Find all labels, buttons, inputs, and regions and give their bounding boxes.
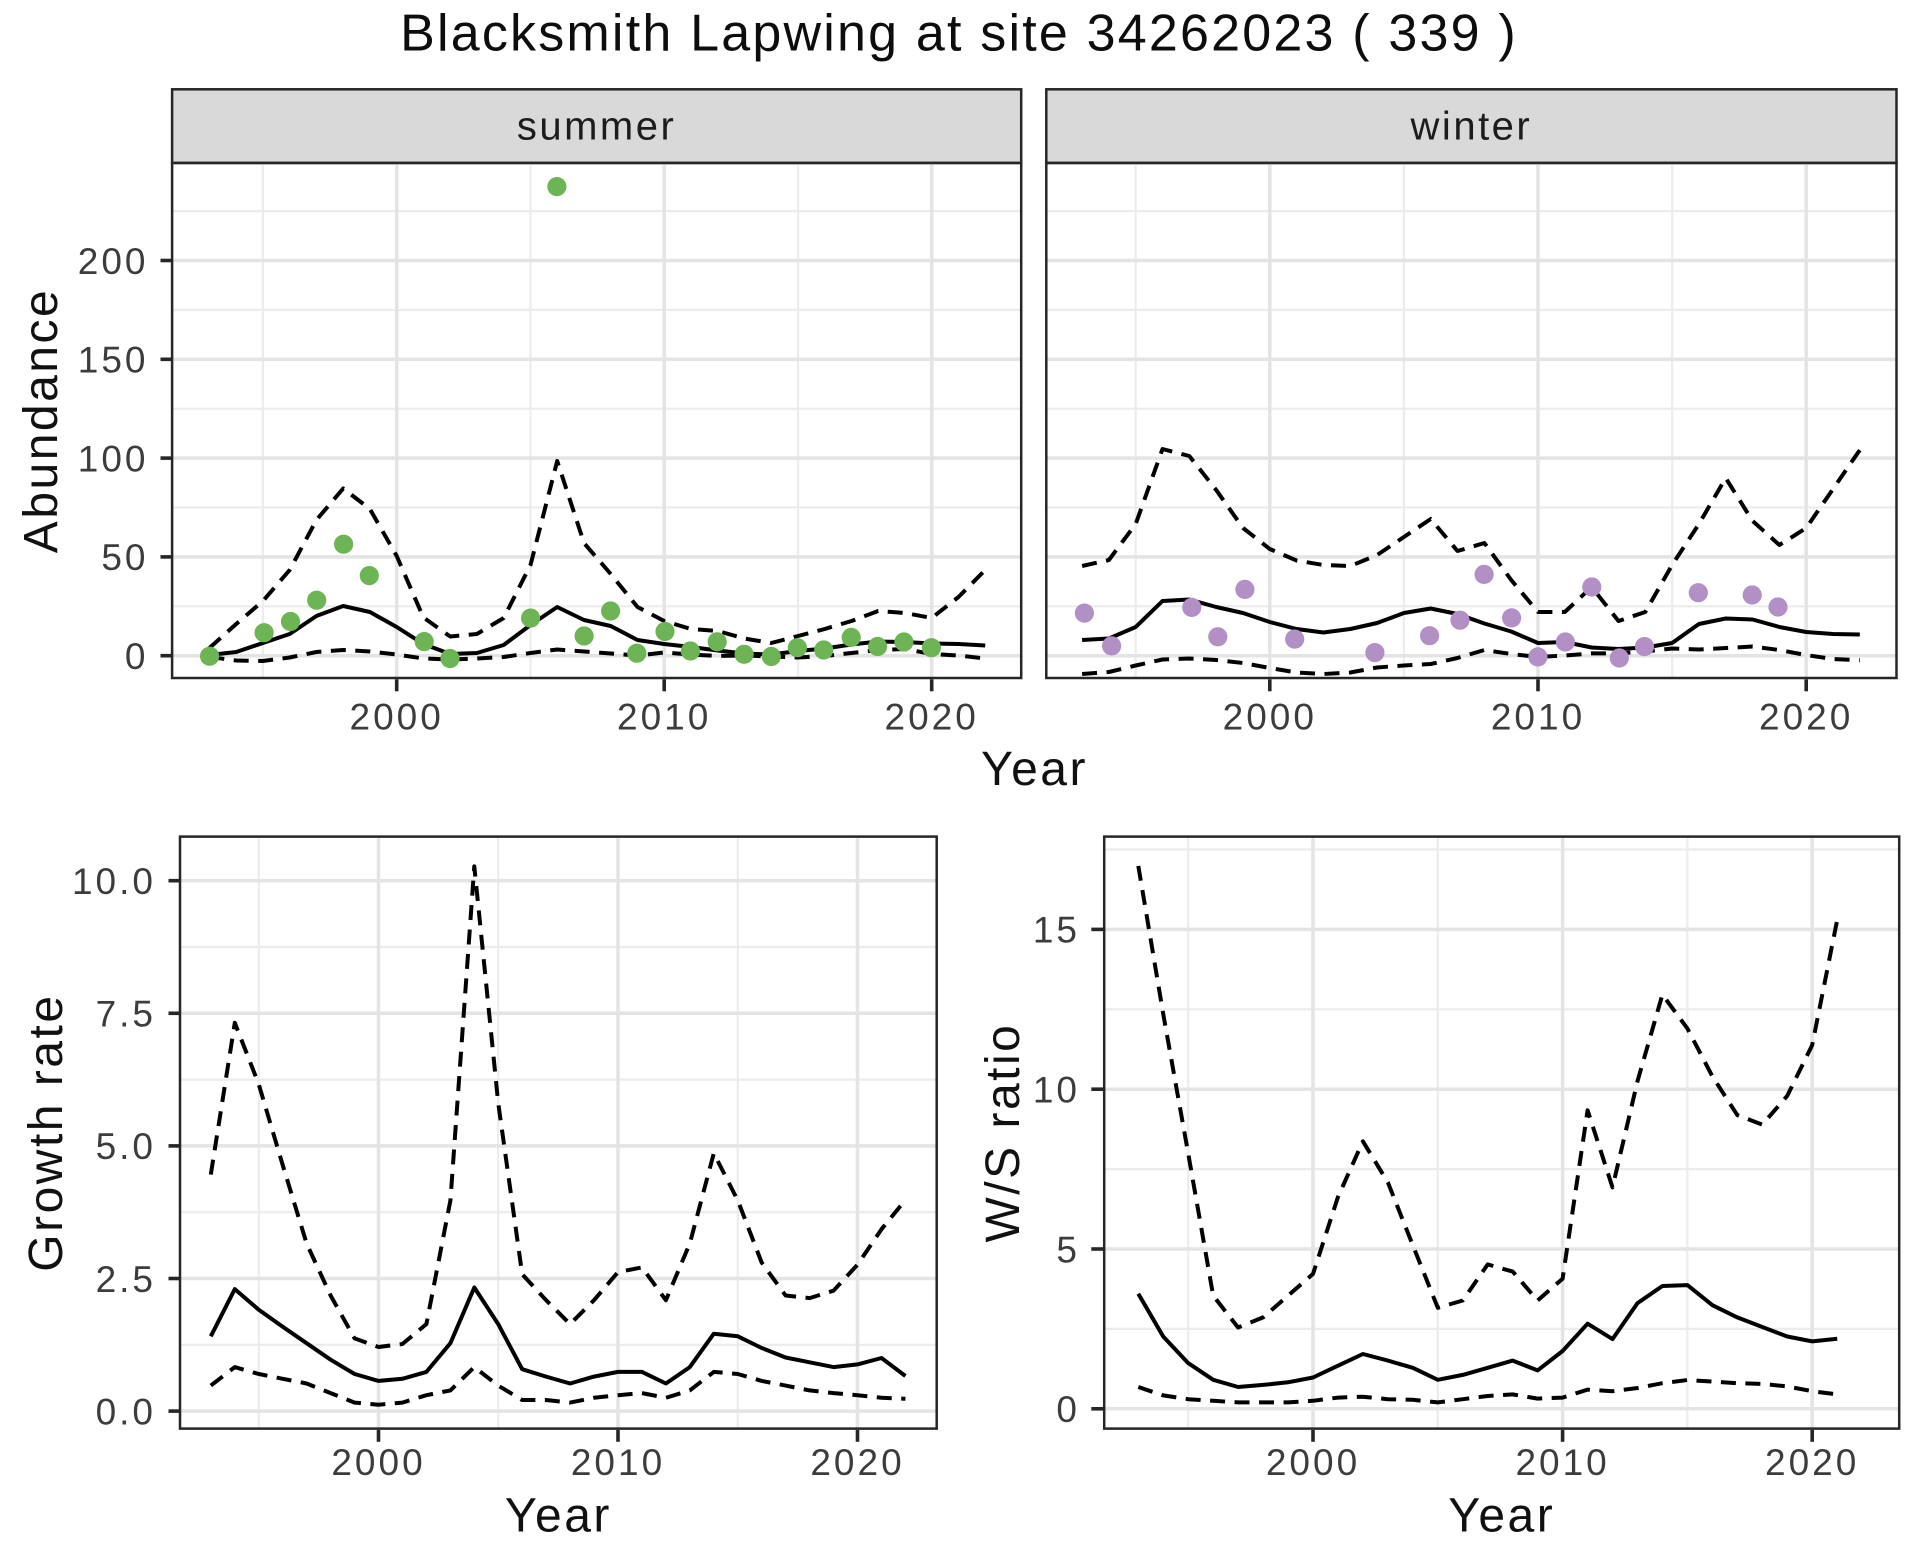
- svg-text:200: 200: [78, 241, 149, 282]
- svg-text:150: 150: [78, 340, 149, 381]
- svg-text:50: 50: [101, 537, 148, 578]
- svg-text:summer: summer: [517, 105, 676, 149]
- svg-text:2010: 2010: [571, 1442, 665, 1483]
- svg-text:2000: 2000: [331, 1442, 425, 1483]
- svg-text:2010: 2010: [617, 697, 711, 738]
- svg-text:0: 0: [1056, 1389, 1080, 1430]
- svg-text:2000: 2000: [1266, 1442, 1360, 1483]
- svg-text:0: 0: [125, 636, 149, 677]
- svg-text:2020: 2020: [810, 1442, 904, 1483]
- svg-text:15: 15: [1033, 910, 1080, 951]
- svg-text:10.0: 10.0: [72, 861, 156, 902]
- svg-text:2020: 2020: [1765, 1442, 1859, 1483]
- svg-text:2020: 2020: [1759, 697, 1853, 738]
- svg-text:2010: 2010: [1515, 1442, 1609, 1483]
- svg-text:5: 5: [1056, 1229, 1080, 1270]
- svg-text:Year: Year: [505, 1490, 612, 1543]
- svg-text:7.5: 7.5: [96, 994, 156, 1035]
- svg-text:W/S ratio: W/S ratio: [977, 1023, 1030, 1243]
- svg-text:Abundance: Abundance: [15, 288, 68, 553]
- svg-text:0.0: 0.0: [96, 1391, 156, 1432]
- svg-text:Year: Year: [981, 743, 1088, 796]
- svg-text:2000: 2000: [1223, 697, 1317, 738]
- svg-text:winter: winter: [1410, 105, 1533, 149]
- svg-text:2.5: 2.5: [96, 1259, 156, 1300]
- svg-text:Year: Year: [1448, 1490, 1555, 1543]
- svg-text:Growth rate: Growth rate: [20, 993, 73, 1271]
- svg-text:10: 10: [1033, 1070, 1080, 1111]
- svg-text:2010: 2010: [1491, 697, 1585, 738]
- svg-text:100: 100: [78, 438, 149, 479]
- svg-text:Blacksmith Lapwing at site 342: Blacksmith Lapwing at site 34262023 ( 33…: [400, 5, 1518, 63]
- svg-text:5.0: 5.0: [96, 1126, 156, 1167]
- svg-text:2000: 2000: [350, 697, 444, 738]
- svg-text:2020: 2020: [885, 697, 979, 738]
